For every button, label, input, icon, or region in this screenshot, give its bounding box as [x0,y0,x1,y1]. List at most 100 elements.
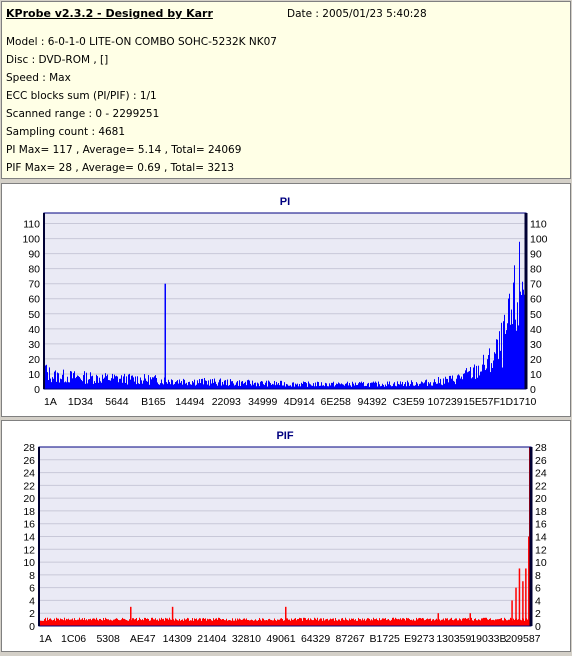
bar [367,383,368,389]
bar [344,620,345,626]
bar [69,619,70,626]
y-tick-label-right: 4 [535,595,541,607]
bar [151,617,152,626]
bar [150,620,151,626]
bar [228,385,229,389]
bar [342,384,343,389]
bar [208,619,209,626]
bar [278,619,279,626]
bar [200,383,201,389]
bar [316,386,317,389]
bar [202,618,203,626]
bar [380,620,381,626]
spike-bar [130,606,132,626]
bar [106,376,107,389]
bar [432,385,433,389]
bar [326,619,327,626]
bar [132,618,133,626]
bar [88,619,89,626]
bar [475,618,476,626]
bar [302,620,303,626]
bar [466,618,467,626]
bar [331,619,332,626]
bar [452,619,453,626]
bar [367,618,368,626]
bar [243,383,244,389]
bar [402,381,403,389]
bar [422,618,423,626]
bar [138,619,139,626]
bar [442,385,443,389]
bar [330,618,331,626]
bar [518,325,519,389]
bar [244,382,245,389]
bar [55,620,56,626]
pif-chart-panel: PIF 0 0 2 2 4 4 6 6 8 8 10 10 12 12 14 14 16 16 18 18 20 20 22 2… [1,420,571,652]
bar [503,321,504,389]
bar [429,383,430,389]
bar [349,383,350,389]
bar [238,619,239,626]
bar [126,376,127,389]
bar [178,383,179,389]
bar [234,385,235,389]
bar [65,381,66,389]
y-tick-label-right: 26 [535,455,547,467]
bar [210,379,211,389]
bar [365,385,366,389]
info-pi-summary: PI Max= 117 , Average= 5.14 , Total= 240… [6,144,242,156]
bar [224,380,225,389]
bar [339,383,340,389]
bar [103,378,104,389]
bar [64,382,65,389]
bar [276,381,277,389]
y-tick-label-right: 22 [535,480,547,492]
bar [291,618,292,626]
bar [152,377,153,389]
bar [57,372,58,389]
bar [499,331,500,389]
bar [507,323,508,389]
bar [371,619,372,626]
bar [512,324,513,389]
bar [179,379,180,389]
bar [279,619,280,626]
bar [100,381,101,389]
bar [359,382,360,389]
bar [320,385,321,389]
bar [83,375,84,389]
bar [262,381,263,389]
bar [105,373,106,389]
bar [404,618,405,626]
bar [226,618,227,626]
bar [53,619,54,626]
bar [170,619,171,626]
bar [441,384,442,389]
bar [280,618,281,626]
bar [226,385,227,389]
bar [240,386,241,389]
bar [359,619,360,626]
bar [199,618,200,626]
bar [86,372,87,389]
y-tick-label-right: 110 [530,219,547,231]
bar [378,381,379,389]
bar [248,620,249,626]
bar-series [44,241,526,389]
bar [177,620,178,626]
bar [191,384,192,389]
bar [368,618,369,626]
bar [51,619,52,626]
bar [510,617,511,626]
info-model: Model : 6-0-1-0 LITE-ON COMBO SOHC-5232K… [6,36,277,48]
bar [143,380,144,389]
bar [447,378,448,389]
bar [287,384,288,389]
bar [275,620,276,626]
bar [484,364,485,389]
bar [259,618,260,626]
bar [63,620,64,626]
bar [353,618,354,626]
bar [151,379,152,389]
bar [201,379,202,389]
